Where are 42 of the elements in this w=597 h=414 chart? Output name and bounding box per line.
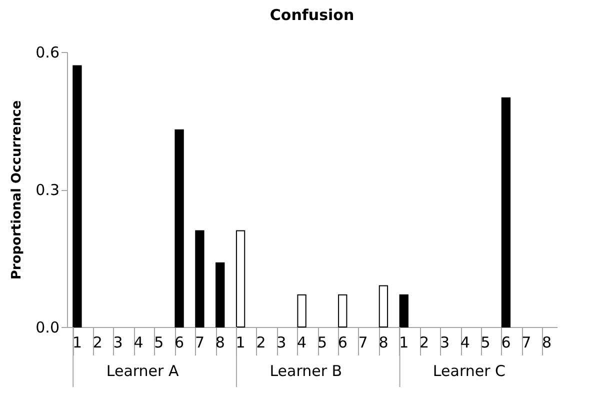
bar — [338, 294, 348, 328]
x-tick-label: 8 — [215, 334, 225, 352]
x-tick-label: 7 — [358, 334, 368, 352]
bar — [216, 262, 225, 328]
x-tick-label: 8 — [378, 334, 388, 352]
x-tick-label: 1 — [72, 334, 82, 352]
x-tick-label: 6 — [338, 334, 348, 352]
bar — [72, 65, 82, 328]
x-tick-label: 2 — [256, 334, 266, 352]
y-tick-label: 0.0 — [36, 318, 60, 336]
bar — [378, 285, 388, 328]
x-tick-label: 6 — [174, 334, 184, 352]
bar — [236, 230, 246, 328]
x-tick-label: 2 — [420, 334, 430, 352]
x-tick-label: 7 — [194, 334, 204, 352]
x-tick-label: 5 — [480, 334, 490, 352]
x-tick-label: 4 — [297, 334, 307, 352]
x-tick-label: 1 — [399, 334, 409, 352]
text: Learner B — [270, 362, 342, 380]
bar — [174, 129, 184, 328]
bar — [195, 230, 204, 328]
text: Learner C — [432, 362, 506, 380]
x-tick-label: 5 — [317, 334, 327, 352]
x-tick-label: 8 — [542, 334, 552, 352]
y-tick-label: 0.3 — [36, 181, 60, 199]
x-tick-label: 4 — [134, 334, 144, 352]
bar — [297, 294, 306, 328]
y-axis-title: Proportional Occurrence — [10, 100, 25, 280]
y-tick-label: 0.6 — [36, 44, 60, 62]
bar — [501, 97, 511, 328]
x-tick-label: 5 — [154, 334, 164, 352]
x-tick-label: 7 — [522, 334, 532, 352]
x-tick-label: 3 — [276, 334, 286, 352]
x-tick-label: 4 — [460, 334, 470, 352]
x-tick-label: 2 — [92, 334, 102, 352]
chart-title: Confusion — [270, 6, 354, 24]
bar — [399, 294, 408, 328]
text: Learner A — [106, 362, 180, 380]
x-tick-label: 3 — [440, 334, 450, 352]
x-tick-label: 3 — [113, 334, 123, 352]
x-tick-label: 6 — [501, 334, 511, 352]
x-tick-label: 1 — [236, 334, 246, 352]
